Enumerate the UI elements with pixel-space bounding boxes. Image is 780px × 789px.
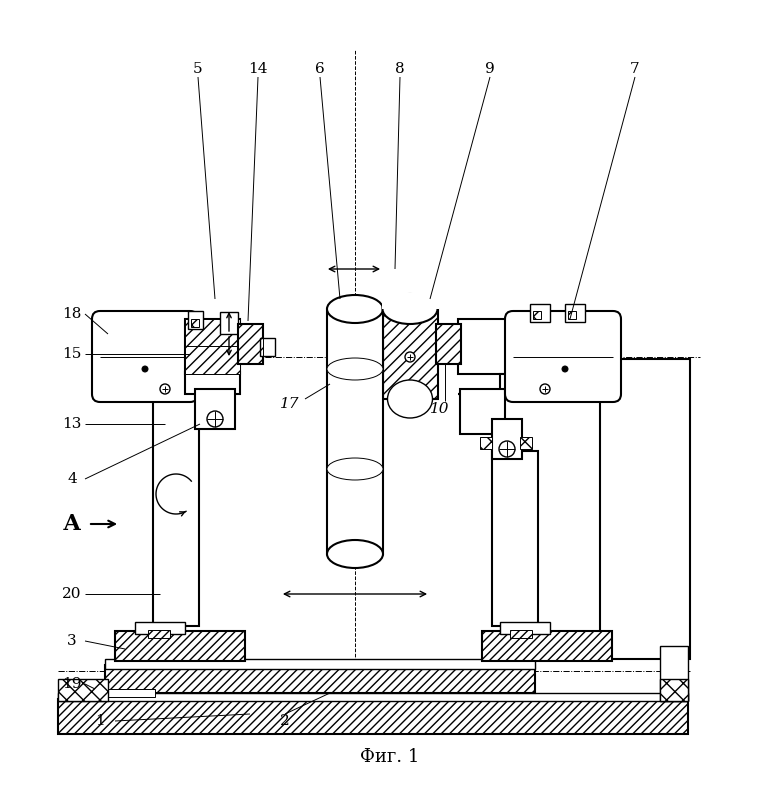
Bar: [383, 309, 438, 399]
Polygon shape: [458, 374, 530, 394]
Text: 8: 8: [395, 62, 405, 76]
Circle shape: [160, 384, 170, 394]
Bar: [58, 679, 108, 701]
Bar: [436, 324, 461, 364]
Bar: [510, 630, 532, 638]
Text: 6: 6: [315, 62, 325, 76]
Ellipse shape: [382, 294, 438, 324]
Bar: [482, 631, 612, 661]
Bar: [238, 324, 263, 364]
Text: 19: 19: [62, 677, 82, 691]
Text: 14: 14: [248, 62, 268, 76]
Bar: [500, 622, 550, 634]
Bar: [58, 699, 688, 734]
Circle shape: [499, 441, 515, 457]
Text: 20: 20: [62, 587, 82, 601]
Bar: [383, 309, 438, 399]
Bar: [105, 665, 535, 693]
Bar: [660, 646, 688, 701]
Bar: [565, 304, 585, 322]
Bar: [533, 311, 541, 319]
Bar: [660, 679, 688, 701]
Text: 4: 4: [67, 472, 77, 486]
Ellipse shape: [327, 358, 383, 380]
Circle shape: [405, 352, 415, 362]
Bar: [105, 659, 535, 669]
FancyBboxPatch shape: [505, 311, 621, 402]
Bar: [148, 630, 170, 638]
Bar: [105, 689, 155, 697]
Bar: [135, 622, 185, 634]
Circle shape: [540, 384, 550, 394]
Text: 10: 10: [431, 402, 450, 416]
Bar: [260, 338, 275, 356]
Ellipse shape: [388, 380, 432, 418]
Circle shape: [142, 366, 148, 372]
Bar: [153, 336, 199, 626]
Text: 17: 17: [280, 397, 300, 411]
Ellipse shape: [327, 295, 383, 323]
Bar: [492, 451, 538, 626]
Bar: [185, 319, 240, 349]
Text: Фиг. 1: Фиг. 1: [360, 748, 420, 766]
Text: 1: 1: [95, 714, 105, 728]
Bar: [568, 311, 576, 319]
Bar: [185, 346, 240, 374]
Bar: [382, 293, 439, 309]
Ellipse shape: [327, 540, 383, 568]
Bar: [220, 312, 238, 334]
Ellipse shape: [327, 458, 383, 480]
FancyBboxPatch shape: [92, 311, 198, 402]
Text: 2: 2: [280, 714, 290, 728]
Bar: [191, 319, 199, 327]
Bar: [185, 372, 240, 394]
Bar: [58, 693, 688, 701]
Text: 9: 9: [485, 62, 495, 76]
Bar: [460, 389, 505, 434]
Bar: [436, 324, 461, 364]
Bar: [188, 311, 203, 329]
Text: 7: 7: [630, 62, 640, 76]
Bar: [480, 437, 492, 449]
Bar: [115, 631, 245, 661]
Circle shape: [562, 366, 568, 372]
Bar: [600, 359, 690, 659]
Bar: [327, 309, 383, 554]
Bar: [520, 437, 532, 449]
Bar: [458, 319, 513, 374]
Bar: [238, 324, 263, 364]
Text: 5: 5: [193, 62, 203, 76]
Text: 13: 13: [62, 417, 82, 431]
Text: А: А: [63, 513, 81, 535]
Text: 3: 3: [67, 634, 76, 648]
Text: 15: 15: [62, 347, 82, 361]
Bar: [530, 304, 550, 322]
Bar: [492, 419, 522, 459]
Circle shape: [207, 411, 223, 427]
Bar: [185, 319, 240, 374]
Text: 18: 18: [62, 307, 82, 321]
Bar: [195, 389, 235, 429]
